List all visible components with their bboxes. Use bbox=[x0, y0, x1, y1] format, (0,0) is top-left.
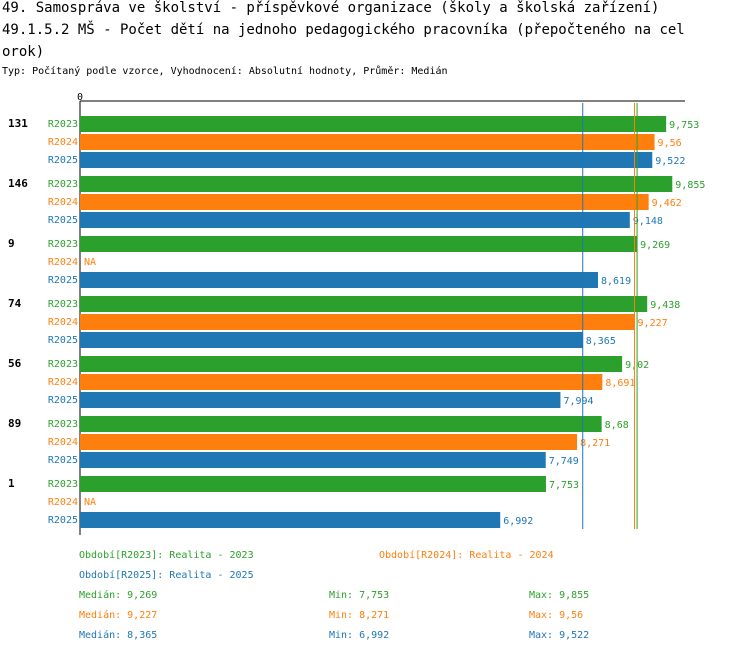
legend-median-2025: Medián: 8,365 bbox=[79, 630, 158, 641]
bar-r2025 bbox=[80, 272, 599, 288]
series-label: R2024 bbox=[48, 197, 78, 208]
bar-r2023 bbox=[80, 176, 673, 192]
bar-value-label: 8,271 bbox=[580, 438, 610, 449]
bar-r2025 bbox=[80, 512, 501, 528]
bar-r2023 bbox=[80, 236, 638, 252]
series-label: R2025 bbox=[48, 215, 78, 226]
series-label: R2023 bbox=[48, 419, 78, 430]
bar-value-label: 9,438 bbox=[650, 300, 680, 311]
bar-r2024 bbox=[80, 374, 603, 390]
bar-r2023 bbox=[80, 416, 602, 432]
series-label: R2024 bbox=[48, 257, 78, 268]
bar-r2023 bbox=[80, 356, 623, 372]
x-axis-zero-tick: 0 bbox=[77, 92, 83, 103]
bar-value-label: 9,227 bbox=[638, 318, 668, 329]
bar-value-label: 7,753 bbox=[549, 480, 579, 491]
bar-r2023 bbox=[80, 116, 667, 132]
bar-value-label: 9,753 bbox=[669, 120, 699, 131]
bar-value-label: 7,994 bbox=[563, 396, 593, 407]
na-label: NA bbox=[84, 497, 96, 508]
legend-max-2025: Max: 9,522 bbox=[529, 630, 590, 641]
group-label: 56 bbox=[8, 357, 22, 370]
bar-r2023 bbox=[80, 296, 648, 312]
na-label: NA bbox=[84, 257, 96, 268]
series-label: R2025 bbox=[48, 275, 78, 286]
group-label: 146 bbox=[8, 177, 28, 190]
series-label: R2023 bbox=[48, 359, 78, 370]
series-label: R2023 bbox=[48, 119, 78, 130]
series-label: R2024 bbox=[48, 497, 78, 508]
legend-median-2024: Medián: 9,227 bbox=[79, 610, 158, 621]
legend-max-2023: Max: 9,855 bbox=[529, 590, 590, 601]
bar-value-label: 6,992 bbox=[503, 516, 533, 527]
bar-value-label: 9,855 bbox=[675, 180, 705, 191]
group-label: 131 bbox=[8, 117, 28, 130]
legend-period-2024: Období[R2024]: Realita - 2024 bbox=[379, 550, 554, 561]
series-label: R2024 bbox=[48, 137, 78, 148]
bar-value-label: 8,691 bbox=[605, 378, 635, 389]
chart-title-line3: orok) bbox=[2, 44, 45, 60]
bar-value-label: 9,269 bbox=[640, 240, 670, 251]
series-label: R2025 bbox=[48, 395, 78, 406]
series-label: R2023 bbox=[48, 179, 78, 190]
chart-title-line2: 49.1.5.2 MŠ - Počet dětí na jednoho peda… bbox=[2, 22, 685, 38]
series-label: R2024 bbox=[48, 317, 78, 328]
legend-period-2023: Období[R2023]: Realita - 2023 bbox=[79, 550, 254, 561]
bar-value-label: 8,619 bbox=[601, 276, 631, 287]
series-label: R2023 bbox=[48, 479, 78, 490]
bar-value-label: 9,56 bbox=[658, 138, 682, 149]
bar-r2025 bbox=[80, 332, 583, 348]
series-label: R2025 bbox=[48, 155, 78, 166]
series-label: R2023 bbox=[48, 299, 78, 310]
bar-r2025 bbox=[80, 152, 653, 168]
group-label: 89 bbox=[8, 417, 21, 430]
bar-value-label: 9,148 bbox=[633, 216, 663, 227]
bar-value-label: 9,462 bbox=[652, 198, 682, 209]
bar-value-label: 9,522 bbox=[655, 156, 685, 167]
group-label: 74 bbox=[8, 297, 22, 310]
bar-r2025 bbox=[80, 392, 561, 408]
bar-r2024 bbox=[80, 314, 635, 330]
group-label: 1 bbox=[8, 477, 15, 490]
series-label: R2025 bbox=[48, 455, 78, 466]
bar-r2023 bbox=[80, 476, 546, 492]
bar-r2025 bbox=[80, 452, 546, 468]
bar-value-label: 8,68 bbox=[605, 420, 629, 431]
chart-subtitle: Typ: Počítaný podle vzorce, Vyhodnocení:… bbox=[2, 66, 448, 77]
bar-r2024 bbox=[80, 134, 655, 150]
legend-min-2025: Min: 6,992 bbox=[329, 630, 390, 641]
series-label: R2023 bbox=[48, 239, 78, 250]
bar-r2025 bbox=[80, 212, 630, 228]
legend-min-2024: Min: 8,271 bbox=[329, 610, 390, 621]
series-label: R2025 bbox=[48, 515, 78, 526]
bar-chart: 0 131 R2023 9,753 R2024 9,56 R2025 9,522 146 R202… bbox=[8, 92, 705, 535]
bar-r2024 bbox=[80, 194, 649, 210]
series-label: R2024 bbox=[48, 377, 78, 388]
legend-median-2023: Medián: 9,269 bbox=[79, 590, 158, 601]
series-label: R2025 bbox=[48, 335, 78, 346]
legend-period-2025: Období[R2025]: Realita - 2025 bbox=[79, 570, 254, 581]
group-label: 9 bbox=[8, 237, 15, 250]
series-label: R2024 bbox=[48, 437, 78, 448]
chart-title-line1: 49. Samospráva ve školství - příspěvkové… bbox=[2, 0, 660, 16]
legend-max-2024: Max: 9,56 bbox=[529, 610, 584, 621]
bar-value-label: 7,749 bbox=[549, 456, 579, 467]
bar-value-label: 8,365 bbox=[586, 336, 616, 347]
legend-min-2023: Min: 7,753 bbox=[329, 590, 390, 601]
bar-r2024 bbox=[80, 434, 578, 450]
